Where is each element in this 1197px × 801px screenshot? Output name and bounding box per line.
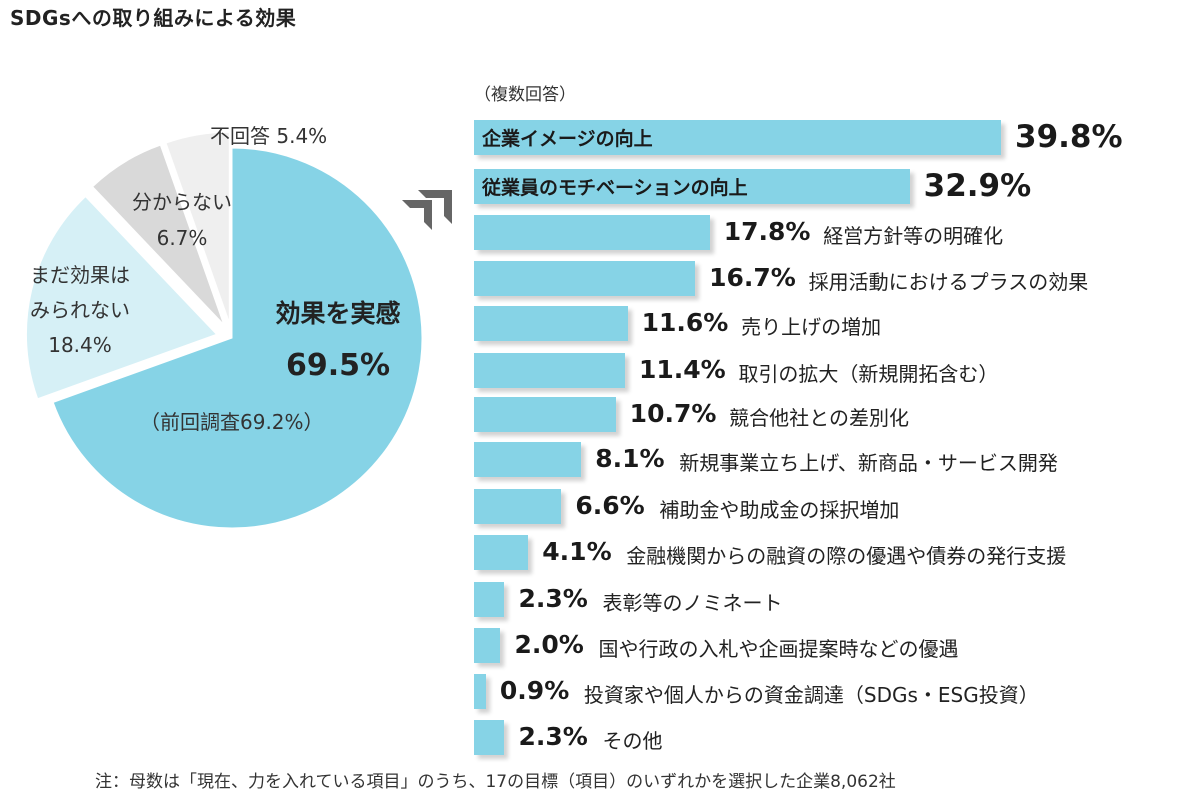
bar-category-label: 売り上げの増加 <box>741 315 882 339</box>
bar-category-label: 金融機関からの融資の際の優遇や債券の発行支援 <box>626 544 1067 568</box>
pie-label-effective-note: （前回調査69.2%） <box>140 410 324 434</box>
bar-12 <box>474 628 501 663</box>
page-title: SDGsへの取り組みによる効果 <box>10 6 297 30</box>
pie-label-unknown-value: 6.7% <box>156 226 208 250</box>
bar-value-label: 16.7% <box>709 263 796 292</box>
bar-11 <box>474 582 505 617</box>
bar-category-label: その他 <box>602 729 663 753</box>
bar-category-label: 補助金や助成金の採択増加 <box>659 498 900 522</box>
bar-category-label: 新規事業立ち上げ、新商品・サービス開発 <box>679 451 1058 475</box>
pie-slice-not-yet <box>25 195 218 400</box>
bar-value-label: 6.6% <box>575 491 645 520</box>
bar-category-label: 投資家や個人からの資金調達（SDGs・ESG投資） <box>583 683 1039 707</box>
pie-slice-no-answer <box>165 131 230 323</box>
pie-chart <box>25 131 423 529</box>
bar-category-label: 採用活動におけるプラスの効果 <box>808 270 1089 294</box>
bar-9 <box>474 489 562 524</box>
bar-category-label: 国や行政の入札や企画提案時などの優遇 <box>598 637 959 661</box>
bar-value-label: 4.1% <box>542 537 612 566</box>
bar-value-label: 2.3% <box>518 722 588 751</box>
bar-value-label: 11.6% <box>641 308 729 337</box>
pie-label-no-answer-text: 不回答 <box>210 124 270 148</box>
bar-value-label: 17.8% <box>723 217 811 246</box>
bar-value-label: 32.9% <box>923 168 1032 204</box>
pie-label-unknown: 分からない 6.7% <box>122 190 242 250</box>
bar-value-label: 8.1% <box>595 444 665 473</box>
bar-category-label: 企業イメージの向上 <box>482 128 653 150</box>
pie-slice-effective <box>52 147 423 529</box>
bar-category-label: 表彰等のノミネート <box>602 591 783 615</box>
bar-7 <box>474 397 616 432</box>
chevron-arrow-icon <box>402 190 452 230</box>
bar-8 <box>474 442 582 477</box>
pie-label-no-answer: 不回答 5.4% <box>210 124 327 148</box>
bar-value-label: 2.0% <box>514 630 584 659</box>
pie-label-not-yet: まだ効果は みられない 18.4% <box>20 258 140 363</box>
pie-label-unknown-text: 分からない <box>132 190 232 214</box>
bar-value-label: 10.7% <box>629 399 717 428</box>
bar-value-label: 0.9% <box>499 676 570 705</box>
bar-value-label: 39.8% <box>1015 119 1123 155</box>
bar-14 <box>474 720 505 755</box>
pie-label-effective: 効果を実感 69.5% <box>238 294 438 383</box>
pie-slice-unknown <box>92 144 225 325</box>
bar-value-label: 11.4% <box>638 355 726 384</box>
bar-5 <box>474 306 628 341</box>
footnote: 注：母数は「現在、力を入れている項目」のうち、17の目標（項目）のいずれかを選択… <box>95 772 896 792</box>
bar-2 <box>474 169 910 204</box>
bar-13 <box>474 674 486 709</box>
pie-label-effective-text: 効果を実感 <box>275 299 401 328</box>
pie-label-not-yet-value: 18.4% <box>48 333 112 357</box>
bar-10 <box>474 535 529 570</box>
bar-6 <box>474 353 625 388</box>
pie-label-not-yet-text: まだ効果は みられない <box>30 263 130 322</box>
bar-category-label: 経営方針等の明確化 <box>823 224 1004 248</box>
pie-label-effective-value: 69.5% <box>285 348 391 383</box>
pie-label-no-answer-value: 5.4% <box>276 124 328 148</box>
bar-category-label: 競合他社との差別化 <box>729 406 909 430</box>
bar-category-label: 従業員のモチベーションの向上 <box>482 177 748 199</box>
bar-category-label: 取引の拡大（新規開拓含む） <box>738 362 999 386</box>
bar-1 <box>474 120 1001 155</box>
bar-4 <box>474 261 696 296</box>
bar-chart-note: （複数回答） <box>474 85 576 105</box>
bar-value-label: 2.3% <box>518 584 588 613</box>
bar-3 <box>474 215 710 250</box>
